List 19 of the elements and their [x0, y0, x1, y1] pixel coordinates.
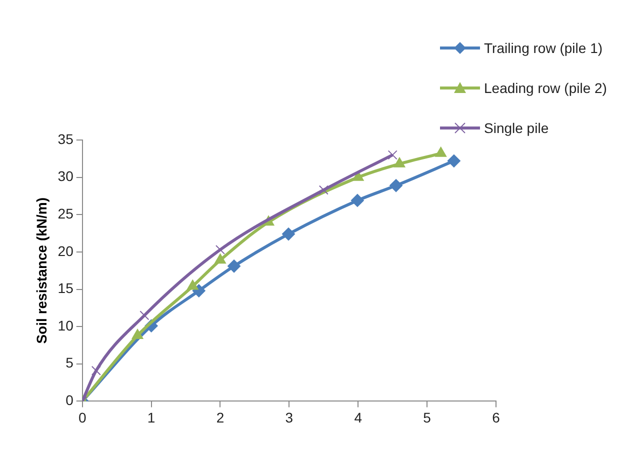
x-tick-label: 0: [78, 409, 86, 426]
y-tick-label: 10: [58, 317, 74, 334]
y-tick-label: 25: [58, 205, 74, 222]
x-tick-label: 3: [285, 409, 294, 426]
x-tick-label: 4: [354, 409, 362, 426]
x-tick-label: 2: [216, 409, 224, 426]
legend-label: Leading row (pile 2): [484, 80, 607, 96]
x-tick-label: 1: [147, 409, 156, 426]
legend-label: Trailing row (pile 1): [484, 40, 603, 56]
y-tick-label: 15: [58, 280, 74, 296]
x-tick-label: 5: [423, 409, 432, 426]
y-tick-label: 0: [66, 392, 74, 408]
y-tick-label: 35: [58, 130, 74, 147]
y-tick-label: 30: [58, 168, 74, 184]
y-tick-label: 20: [58, 242, 74, 259]
legend-label: Single pile: [484, 120, 549, 136]
y-tick-label: 5: [66, 354, 74, 371]
x-tick-label: 6: [492, 409, 500, 426]
y-axis-title: Soil resistance (kN/m): [33, 197, 50, 344]
